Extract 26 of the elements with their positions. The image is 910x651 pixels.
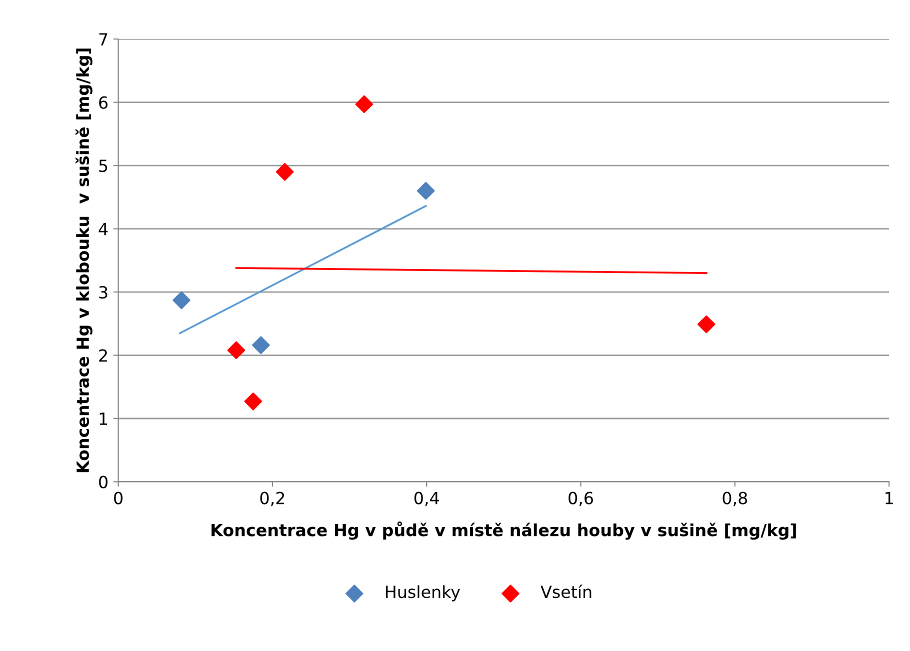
y-tick-label: 0 <box>99 476 108 488</box>
point <box>276 162 294 181</box>
point <box>355 95 374 114</box>
y-tick-label: 3 <box>99 286 108 299</box>
x-tick-label: 0 <box>114 492 122 504</box>
x-tick-label: 0,8 <box>722 492 748 506</box>
y-tick-label: 2 <box>99 349 107 362</box>
point <box>227 341 246 360</box>
legend-label: Huslenky <box>386 585 460 602</box>
y-tick-label: 5 <box>99 160 108 172</box>
point <box>416 182 435 200</box>
point <box>252 336 270 354</box>
point <box>244 392 262 410</box>
x-tick-label: 0,6 <box>568 492 593 506</box>
y-tick-label: 1 <box>100 412 108 425</box>
y-axis-title: Koncentrace Hg v klobouku v sušině [mg/kg] <box>75 48 92 472</box>
y-tick-label: 6 <box>99 96 108 109</box>
y-tick-label: 4 <box>98 222 108 236</box>
point <box>172 291 190 310</box>
legend-label: Vsetín <box>540 584 592 598</box>
x-tick-label: 1 <box>886 492 893 504</box>
y-tick-label: 7 <box>99 33 108 46</box>
point <box>697 315 716 334</box>
x-tick-label: 0,2 <box>260 492 284 506</box>
x-axis-title: Koncentrace Hg v půdě v místě nálezu houby v sušině [mg/kg] <box>212 521 796 540</box>
x-tick-label: 0,4 <box>414 492 439 506</box>
